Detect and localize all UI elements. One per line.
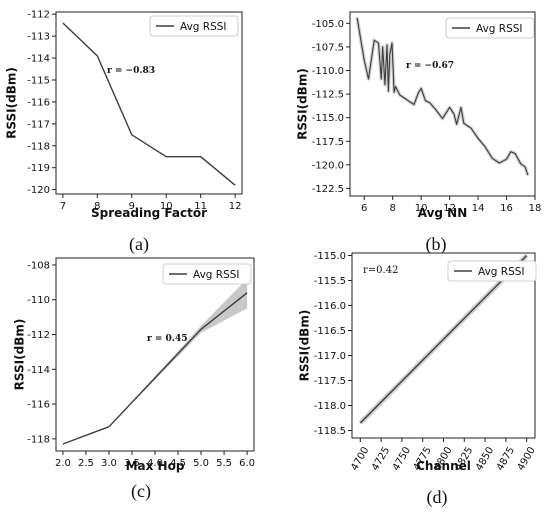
x-tick-label: 7 (60, 201, 66, 212)
y-tick-label: -118.0 (314, 401, 346, 412)
chart-panel-2: 6 8 10 12 14 16 18 -105.0 -107.5 -110.0 -112.5 -115… (296, 11, 542, 255)
legend-label: Avg RSSI (193, 269, 240, 281)
panel-label: (b) (426, 234, 447, 255)
confidence-band (62, 278, 248, 444)
x-tick-label: 14 (472, 203, 485, 214)
plot-frame (55, 257, 255, 452)
panel-label: (a) (129, 234, 149, 255)
chart-panel-3: 2.0 2.5 3.0 3.5 4.0 4.5 5.0 5.5 6.0 -108 -110 -112 -… (13, 257, 255, 502)
y-tick-label: -116 (27, 400, 50, 411)
y-tick-label: -120.0 (312, 160, 344, 171)
series-line-avg-rssi (356, 17, 529, 176)
y-tick-label: -116.0 (314, 301, 346, 312)
x-tick-label: 4900 (516, 445, 538, 473)
x-tick-label: 2.0 (55, 458, 71, 469)
y-tick-label: -116 (27, 97, 50, 108)
y-tick-label: -118 (27, 434, 50, 445)
series-line-avg-rssi (62, 292, 248, 445)
x-tick-label: 9 (129, 201, 135, 212)
y-axis-label: RSSI(dBm) (13, 319, 27, 391)
y-tick-label: -115.0 (314, 251, 346, 262)
x-tick-label: 10 (160, 201, 173, 212)
legend-box (162, 263, 252, 285)
y-tick-label: -116.5 (314, 326, 346, 337)
y-tick-label: -108 (27, 260, 50, 271)
x-axis-label: Spreading Factor (91, 206, 207, 220)
y-tick-label: -120 (27, 185, 50, 196)
panel-label: (c) (131, 481, 151, 502)
x-tick-label: 3.0 (101, 458, 117, 469)
y-tick-label: -112 (27, 330, 50, 341)
x-tick-label: 4850 (474, 445, 496, 473)
chart-panel-1: 7 8 9 10 11 12 -112 -113 -114 -115 -116 -117 -118 -11… (5, 10, 243, 255)
y-tick-label: -112 (27, 10, 50, 21)
x-tick-label: 12 (229, 201, 242, 212)
y-tick-label: -112.5 (312, 90, 344, 101)
x-tick-label: 18 (529, 203, 542, 214)
y-tick-label: -117 (27, 119, 50, 130)
series-line-avg-rssi (62, 22, 236, 186)
x-tick-label: 4725 (370, 445, 392, 473)
y-tick-label: -107.5 (312, 42, 344, 53)
x-tick-label: 4700 (349, 445, 371, 473)
x-tick-label: 2.5 (78, 458, 94, 469)
chart-panel-4: 470047254750477548004825485048754900-115… (298, 251, 538, 508)
correlation-annotation: r = 0.45 (147, 334, 187, 344)
y-tick-label: -110 (27, 295, 50, 306)
x-axis-label: Max Hop (126, 459, 185, 473)
legend-box (447, 260, 537, 282)
y-tick-label: -114 (27, 54, 50, 65)
y-axis-label: RSSI(dBm) (5, 67, 19, 139)
y-axis-label: RSSI(dBm) (296, 68, 310, 140)
x-tick-label: 5.5 (216, 458, 232, 469)
x-tick-label: 4875 (495, 445, 517, 473)
x-tick-label: 6.0 (239, 458, 255, 469)
x-tick-label: 5.0 (193, 458, 209, 469)
x-axis-label: Avg NN (418, 206, 468, 220)
legend-box (445, 17, 535, 39)
y-tick-label: -113 (27, 32, 50, 43)
y-tick-label: -115.0 (312, 113, 344, 124)
correlation-annotation: r = −0.83 (107, 66, 155, 76)
x-tick-label: 16 (500, 203, 513, 214)
x-tick-label: 8 (390, 203, 396, 214)
y-tick-label: -117.5 (314, 376, 346, 387)
y-tick-label: -115 (27, 75, 50, 86)
x-axis-label: Channel (416, 459, 471, 473)
panel-label: (d) (427, 487, 448, 508)
x-tick-label: 12 (443, 203, 456, 214)
y-tick-label: -110.0 (312, 66, 344, 77)
x-tick-label: 10 (415, 203, 428, 214)
x-tick-label: 3.5 (124, 458, 140, 469)
y-tick-label: -117.0 (314, 351, 346, 362)
y-tick-label: -117.5 (312, 137, 344, 148)
x-tick-label: 4.0 (147, 458, 163, 469)
x-tick-label: 4.5 (170, 458, 186, 469)
y-tick-label: -119 (27, 163, 50, 174)
correlation-annotation: r=0.42 (363, 265, 398, 276)
confidence-band (355, 17, 530, 176)
y-tick-label: -105.0 (312, 19, 344, 30)
legend-label: Avg RSSI (478, 266, 525, 278)
y-tick-label: -118 (27, 141, 50, 152)
correlation-annotation: r = −0.67 (406, 61, 454, 71)
legend-box (149, 15, 239, 37)
y-tick-label: -122.5 (312, 184, 344, 195)
legend-label: Avg RSSI (476, 23, 523, 35)
y-tick-label: -114 (27, 365, 50, 376)
plot-frame (55, 11, 243, 195)
y-axis-label: RSSI(dBm) (298, 310, 312, 382)
x-tick-label: 8 (94, 201, 100, 212)
legend-label: Avg RSSI (180, 21, 227, 33)
y-tick-label: -115.5 (314, 276, 346, 287)
x-tick-label: 11 (194, 201, 207, 212)
y-tick-label: -118.5 (314, 426, 346, 437)
plot-frame (349, 11, 536, 197)
series-line-avg-rssi (359, 255, 528, 424)
x-tick-label: 6 (361, 203, 367, 214)
x-tick-label: 4750 (391, 445, 413, 473)
